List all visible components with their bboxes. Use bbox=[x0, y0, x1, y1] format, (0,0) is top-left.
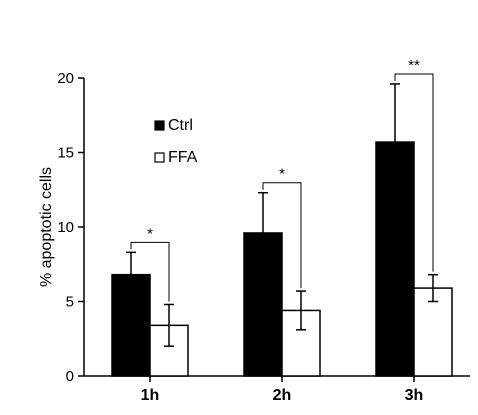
bar-ctrl-3h bbox=[375, 141, 415, 377]
legend-swatch-ffa bbox=[154, 152, 165, 163]
tick-labels: 0 5 10 15 20 1h 2h 3h bbox=[57, 70, 423, 404]
bars bbox=[111, 141, 453, 377]
significance-bracket bbox=[394, 73, 434, 272]
y-tick-label: 10 bbox=[57, 219, 74, 236]
y-axis-label: % apoptotic cells bbox=[38, 167, 55, 287]
significance-label: * bbox=[147, 225, 153, 242]
significance-label: ** bbox=[408, 57, 420, 74]
bar-ctrl-2h bbox=[243, 232, 283, 377]
bar-ffa-3h bbox=[413, 287, 453, 377]
y-tick-label: 20 bbox=[57, 70, 74, 87]
error-bars bbox=[126, 83, 438, 347]
significance-bracket bbox=[262, 182, 302, 289]
x-tick-label: 3h bbox=[405, 387, 424, 404]
y-tick-label: 15 bbox=[57, 145, 74, 162]
bar-ctrl-1h bbox=[111, 273, 151, 377]
y-tick-label: 5 bbox=[66, 294, 74, 311]
significance-bracket bbox=[130, 241, 170, 302]
significance-label: * bbox=[279, 166, 285, 183]
x-tick-label: 2h bbox=[273, 387, 292, 404]
legend: Ctrl FFA bbox=[154, 117, 198, 166]
legend-label-ffa: FFA bbox=[168, 149, 198, 166]
y-tick-label: 0 bbox=[66, 368, 74, 385]
legend-swatch-ctrl bbox=[154, 120, 165, 131]
significance-markers: **** bbox=[130, 57, 434, 302]
x-tick-label: 1h bbox=[141, 387, 160, 404]
legend-label-ctrl: Ctrl bbox=[168, 117, 193, 134]
